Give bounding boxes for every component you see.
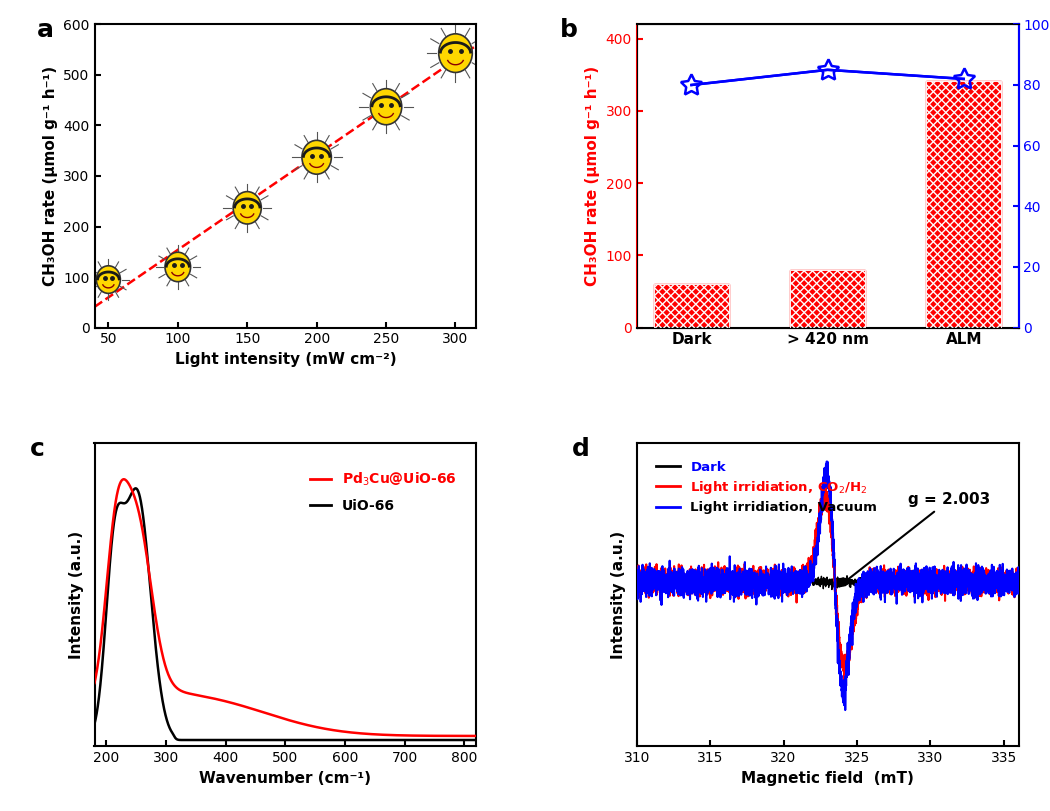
Light irridiation, CO$_2$/H$_2$	[1005, 566, 1017, 576]
Text: d: d	[572, 437, 590, 461]
Light irridiation, CO$_2$/H$_2$	[777, 579, 790, 589]
Pd$_3$Cu@UiO-66	[476, 731, 488, 740]
Bar	[926, 80, 1001, 328]
UiO-66	[189, 735, 202, 744]
UiO-66	[108, 516, 121, 526]
Y-axis label: CH₃OH rate (μmol g⁻¹ h⁻¹): CH₃OH rate (μmol g⁻¹ h⁻¹)	[43, 66, 58, 286]
Text: a: a	[37, 19, 55, 42]
Light irridiation, Vacuum	[1012, 589, 1025, 599]
Dark	[794, 577, 806, 586]
Y-axis label: Intensity (a.u.): Intensity (a.u.)	[69, 530, 84, 659]
Ellipse shape	[439, 34, 472, 72]
Y-axis label: Intensity (a.u.): Intensity (a.u.)	[611, 530, 626, 659]
Light irridiation, CO$_2$/H$_2$	[630, 580, 643, 590]
Light irridiation, CO$_2$/H$_2$	[840, 680, 853, 690]
Dark	[777, 577, 790, 587]
Line: Light irridiation, CO$_2$/H$_2$: Light irridiation, CO$_2$/H$_2$	[636, 485, 1018, 685]
Pd$_3$Cu@UiO-66	[118, 474, 130, 484]
X-axis label: Magnetic field  (mT): Magnetic field (mT)	[741, 770, 915, 786]
Bar	[791, 270, 865, 328]
Y-axis label: CH₃OH rate (μmol g⁻¹ h⁻¹): CH₃OH rate (μmol g⁻¹ h⁻¹)	[585, 66, 600, 286]
Light irridiation, CO$_2$/H$_2$	[794, 570, 806, 580]
Light irridiation, CO$_2$/H$_2$	[818, 480, 831, 490]
Ellipse shape	[371, 88, 402, 125]
Bar	[791, 270, 865, 328]
Line: Pd$_3$Cu@UiO-66: Pd$_3$Cu@UiO-66	[94, 479, 482, 736]
UiO-66	[476, 735, 488, 744]
Legend: Pd$_3$Cu@UiO-66, UiO-66: Pd$_3$Cu@UiO-66, UiO-66	[304, 465, 462, 518]
Text: g = 2.003: g = 2.003	[839, 492, 990, 586]
Light irridiation, Vacuum	[630, 585, 643, 594]
Text: b: b	[561, 19, 579, 42]
Light irridiation, Vacuum	[820, 457, 833, 466]
Light irridiation, Vacuum	[964, 573, 977, 582]
Line: Dark: Dark	[636, 573, 1018, 590]
Dark	[674, 577, 687, 587]
Line: Light irridiation, Vacuum: Light irridiation, Vacuum	[636, 461, 1018, 710]
UiO-66	[88, 719, 101, 729]
Light irridiation, CO$_2$/H$_2$	[674, 578, 687, 588]
UiO-66	[277, 735, 290, 744]
Bar	[654, 285, 729, 328]
UiO-66	[129, 483, 142, 493]
Light irridiation, Vacuum	[794, 583, 806, 593]
Light irridiation, CO$_2$/H$_2$	[696, 582, 709, 592]
Pd$_3$Cu@UiO-66	[394, 731, 406, 740]
UiO-66	[394, 735, 406, 744]
Ellipse shape	[302, 140, 332, 174]
Text: c: c	[29, 437, 44, 461]
Light irridiation, CO$_2$/H$_2$	[964, 575, 977, 585]
Dark	[964, 577, 977, 587]
Bar	[654, 285, 729, 328]
Legend: Dark, Light irridiation, CO$_2$/H$_2$, Light irridiation, Vacuum: Dark, Light irridiation, CO$_2$/H$_2$, L…	[651, 456, 883, 520]
X-axis label: Light intensity (mW cm⁻²): Light intensity (mW cm⁻²)	[174, 352, 396, 367]
Bar	[654, 285, 729, 328]
Pd$_3$Cu@UiO-66	[267, 710, 279, 720]
Dark	[630, 577, 643, 586]
Ellipse shape	[233, 191, 261, 224]
Light irridiation, Vacuum	[839, 706, 852, 715]
Light irridiation, Vacuum	[696, 592, 709, 602]
Bar	[926, 80, 1001, 328]
Bar	[791, 270, 865, 328]
Dark	[696, 579, 709, 589]
UiO-66	[465, 735, 478, 744]
Dark	[1005, 577, 1017, 587]
Pd$_3$Cu@UiO-66	[277, 714, 290, 723]
Ellipse shape	[97, 266, 121, 294]
Light irridiation, CO$_2$/H$_2$	[1012, 576, 1025, 586]
Bar	[926, 80, 1001, 328]
Pd$_3$Cu@UiO-66	[108, 506, 121, 516]
UiO-66	[465, 735, 478, 744]
Pd$_3$Cu@UiO-66	[465, 731, 478, 740]
Line: UiO-66: UiO-66	[94, 488, 482, 740]
Dark	[724, 585, 737, 594]
UiO-66	[267, 735, 279, 744]
X-axis label: Wavenumber (cm⁻¹): Wavenumber (cm⁻¹)	[200, 770, 372, 786]
Dark	[1012, 577, 1025, 587]
Light irridiation, Vacuum	[674, 570, 687, 580]
Pd$_3$Cu@UiO-66	[465, 731, 478, 740]
Light irridiation, Vacuum	[1005, 584, 1017, 594]
Pd$_3$Cu@UiO-66	[88, 678, 101, 688]
Ellipse shape	[165, 252, 191, 281]
Light irridiation, Vacuum	[777, 565, 790, 575]
Dark	[922, 569, 934, 578]
